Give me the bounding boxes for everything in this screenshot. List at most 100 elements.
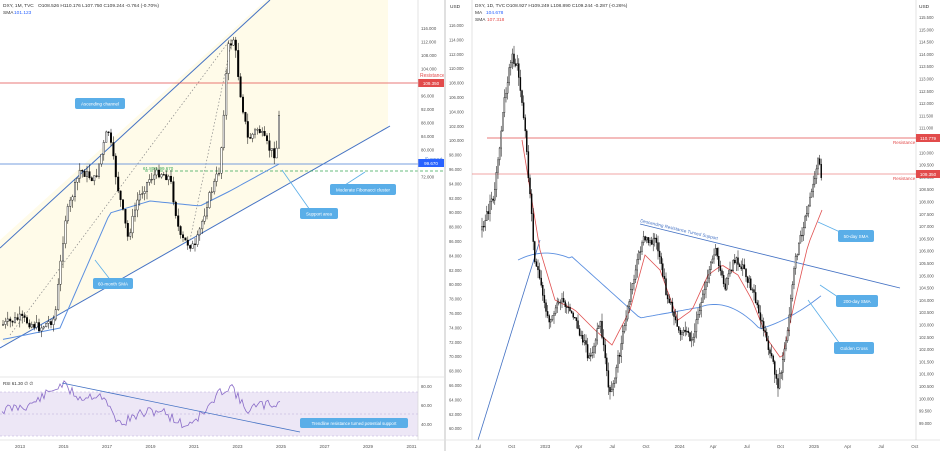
left-candle-body	[215, 173, 218, 182]
right-candle-body	[796, 254, 798, 257]
right-candle-body	[694, 331, 696, 338]
right-time-tick: Oct	[911, 444, 919, 449]
left-candle-body	[26, 317, 29, 324]
left-candle-body	[258, 129, 261, 133]
right-candle-body	[511, 53, 514, 63]
right-right-axis: 115.500 115.000 114.500 114.000 113.500 113.0…	[919, 15, 935, 426]
resistance-price-text: 110.779	[920, 136, 936, 141]
left-candle-body	[275, 147, 278, 159]
right-candle-body	[564, 301, 566, 307]
left-candle-body	[205, 207, 208, 217]
right-candle-body	[551, 315, 554, 321]
right-candle-body	[633, 279, 635, 284]
right-time-axis: Jul Oct 2023 Apr Jul Oct 2024 Apr Jul Oct 2025 Apr J…	[475, 444, 919, 449]
right-candle-body	[767, 340, 770, 350]
callout-golden-cross-text: Golden Cross	[840, 346, 868, 351]
left-candle-body	[227, 43, 230, 74]
left-candle-body	[78, 170, 81, 179]
right-candle-body	[761, 319, 763, 322]
right-candle-body	[593, 345, 595, 353]
left-candle-body	[9, 318, 12, 322]
right-candle-body	[820, 164, 822, 178]
left-time-tick: 2019	[145, 444, 156, 449]
right-sma-value: 107.318	[487, 17, 505, 23]
right-candle-body	[588, 355, 590, 359]
left-candle-body	[198, 228, 201, 236]
left-price-tick: 84.000	[421, 134, 435, 139]
right-candle-body	[518, 63, 520, 78]
right-candle-body	[580, 334, 582, 337]
right-candle-body	[786, 330, 789, 341]
left-candle-body	[112, 142, 115, 157]
right-candle-body	[545, 302, 547, 312]
right-candle-body	[708, 269, 710, 279]
right-candle-body	[695, 319, 698, 333]
right-candle-body	[756, 302, 758, 306]
left-time-tick: 2027	[319, 444, 330, 449]
right-right-axis-tick: 102.000	[919, 347, 935, 352]
right-candle-body	[812, 183, 814, 192]
left-candle-body	[117, 176, 120, 192]
right-candle-body	[718, 256, 720, 266]
right-right-axis-tick: 99.500	[919, 409, 932, 414]
left-candle-body	[69, 199, 72, 207]
right-right-axis-tick: 109.500	[919, 163, 935, 168]
rsi-line	[1, 380, 281, 429]
callout-sma-60-text: 60-month SMA	[98, 282, 128, 287]
left-candle-body	[119, 190, 122, 200]
left-candle-body	[2, 324, 5, 326]
right-right-axis-tick: 112.500	[919, 89, 934, 94]
right-left-axis-tick: 60.000	[449, 426, 462, 431]
left-candle-body	[150, 178, 153, 181]
right-left-axis-tick: 112.000	[449, 52, 464, 57]
right-candle-body	[495, 171, 498, 190]
right-time-tick: Jul	[744, 444, 750, 449]
right-candle-body	[486, 211, 488, 221]
left-candle-body	[6, 318, 9, 322]
left-candle-body	[133, 209, 136, 217]
right-candle-body	[583, 340, 586, 343]
right-candle-body	[783, 348, 786, 360]
right-right-axis-tick: 108.000	[919, 200, 935, 205]
right-right-axis-tick: 100.500	[919, 384, 935, 389]
left-candle-body	[189, 245, 192, 249]
right-left-axis-tick: 102.000	[449, 124, 465, 129]
right-candle-body	[562, 298, 565, 303]
right-candle-body	[631, 283, 634, 290]
right-candle-body	[626, 306, 629, 320]
left-candle-body	[220, 147, 223, 174]
left-candle-body	[66, 206, 69, 222]
right-time-tick: Apr	[844, 444, 852, 449]
right-candle-body	[614, 377, 616, 384]
right-candle-body	[554, 307, 557, 314]
right-candle-body	[497, 159, 499, 173]
support-price-text: 99.670	[424, 161, 438, 166]
left-candle-body	[165, 174, 168, 181]
left-time-tick: 2023	[232, 444, 243, 449]
left-candle-body	[105, 131, 108, 143]
right-right-axis-tick: 115.000	[919, 27, 934, 32]
right-candle-body	[550, 319, 552, 323]
right-candle-body	[774, 361, 776, 375]
right-ma-value: 104.678	[486, 10, 504, 16]
rsi-tick: 80.00	[421, 384, 432, 389]
right-left-axis-tick: 64.000	[449, 397, 462, 402]
right-candle-body	[770, 353, 773, 357]
right-candle-body	[647, 237, 650, 243]
right-left-axis-tick: 98.000	[449, 153, 462, 158]
left-candle-body	[160, 174, 163, 178]
left-candle-body	[93, 175, 96, 182]
right-right-axis-tick: 100.000	[919, 396, 935, 401]
right-time-tick: Apr	[575, 444, 583, 449]
rsi-header: RSI 61.30 ∅ ∅	[3, 381, 33, 386]
left-candle-body	[124, 209, 127, 224]
right-candle-body	[636, 259, 638, 271]
right-candle-body	[590, 355, 592, 357]
right-candle-body	[740, 266, 742, 270]
right-candle-body	[662, 263, 664, 277]
right-time-tick: Jul	[475, 444, 481, 449]
left-candle-body	[28, 322, 31, 328]
left-candle-body	[88, 171, 91, 178]
right-candle-body	[753, 289, 755, 293]
right-right-axis-tick: 114.000	[919, 52, 934, 57]
